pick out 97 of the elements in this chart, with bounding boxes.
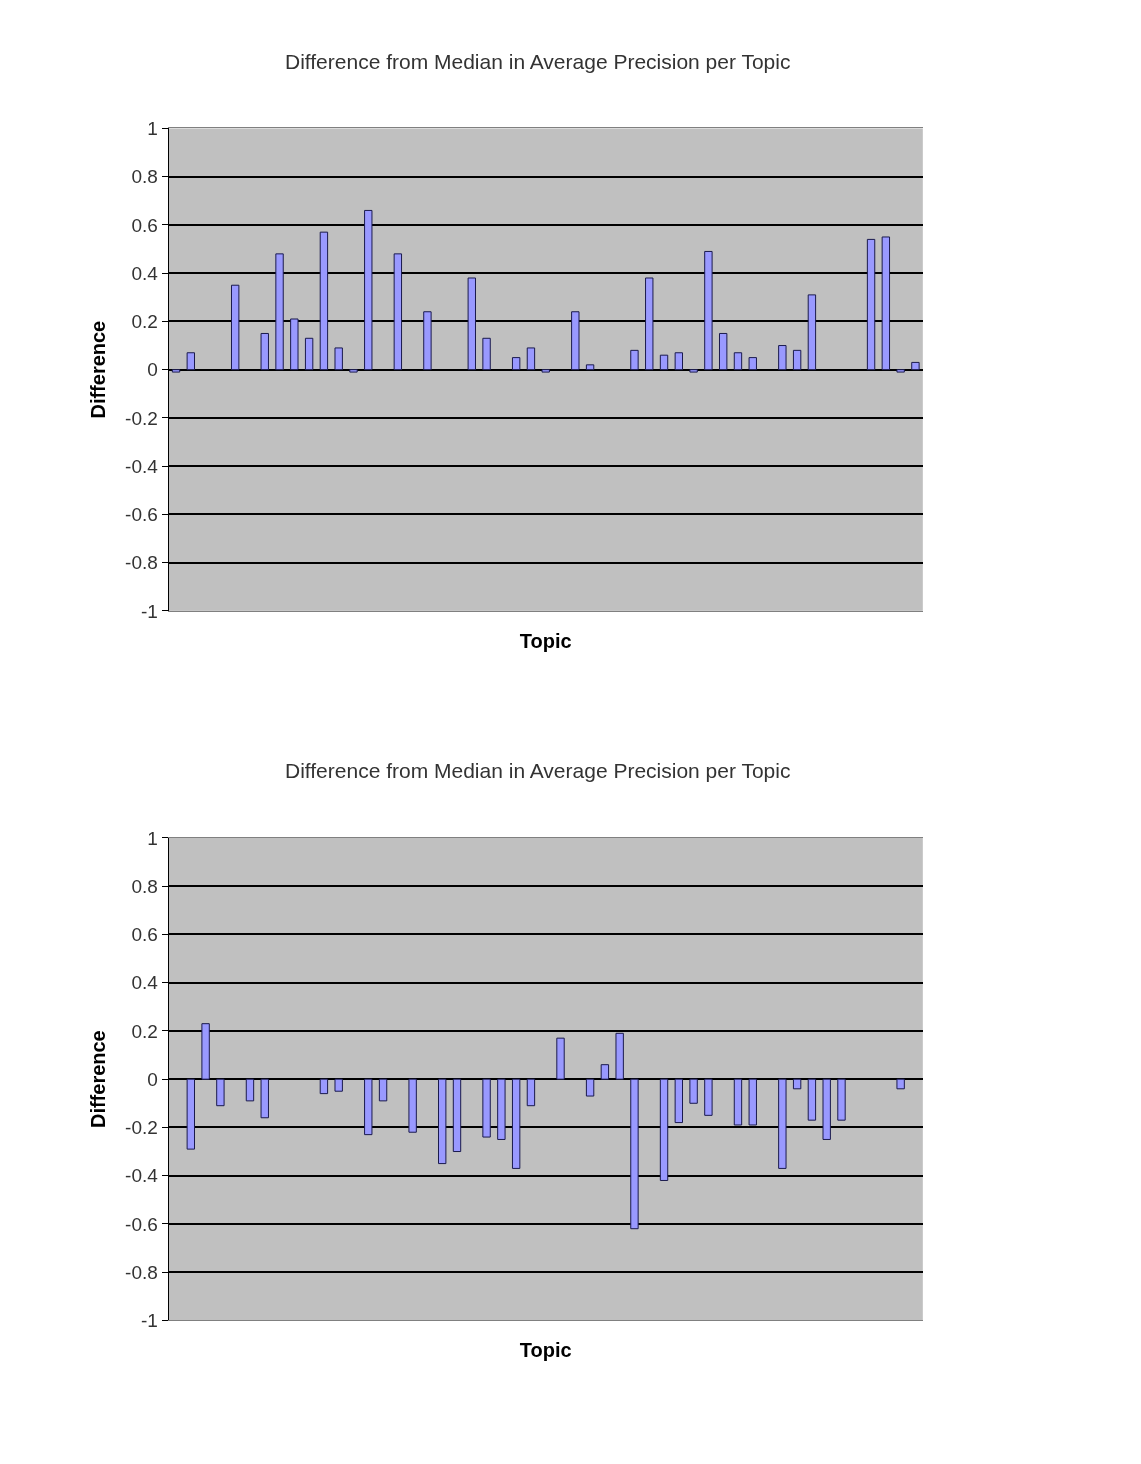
y-tick-label: -0.4 — [125, 1165, 159, 1187]
bar — [423, 311, 432, 371]
bar — [260, 1078, 269, 1119]
bar — [837, 1078, 846, 1121]
bar — [630, 349, 639, 371]
bar — [896, 1078, 905, 1090]
bar — [911, 361, 920, 371]
y-tick-label: 0.2 — [131, 1020, 158, 1042]
bar — [511, 357, 521, 371]
bar — [822, 1078, 831, 1140]
y-tick-label: 0.6 — [131, 214, 158, 236]
y-tick-label: -0.8 — [125, 552, 158, 574]
bar — [334, 1078, 343, 1092]
bar — [349, 369, 358, 373]
y-tick-label: 1 — [147, 118, 158, 140]
bar — [541, 369, 550, 373]
bar — [807, 294, 817, 371]
bar — [526, 1078, 536, 1107]
bar — [319, 231, 329, 371]
bar — [645, 277, 654, 371]
bar — [704, 250, 713, 371]
bar — [186, 352, 196, 371]
y-tick-label: -0.4 — [125, 455, 159, 477]
chart-title: Difference from Median in Average Precision per Topic — [285, 759, 791, 782]
bar — [881, 236, 891, 371]
bar — [304, 337, 314, 371]
bar — [615, 1032, 624, 1080]
bar — [216, 1078, 225, 1107]
bar — [364, 1078, 373, 1136]
chart-title: Difference from Median in Average Precision per Topic — [285, 50, 791, 73]
bar — [704, 1078, 713, 1116]
y-axis-title: Difference — [86, 320, 109, 419]
y-tick-label: 0.2 — [131, 311, 158, 333]
bar — [408, 1078, 417, 1133]
bar — [748, 1078, 757, 1126]
y-tick-label: 0.8 — [131, 875, 158, 897]
y-tick-label: -0.8 — [125, 1261, 158, 1283]
bar — [526, 347, 536, 371]
y-tick-label: -0.6 — [125, 504, 158, 526]
bar — [674, 1078, 684, 1124]
bar — [378, 1078, 388, 1102]
y-tick-label: 0.8 — [131, 166, 158, 188]
y-tick-label: -0.6 — [125, 1213, 158, 1235]
bar — [630, 1078, 639, 1230]
y-tick-label: 0 — [147, 1068, 158, 1090]
y-tick-label: -0.2 — [125, 407, 158, 429]
y-tick-label: -1 — [140, 600, 158, 622]
bar — [364, 209, 373, 371]
bar — [290, 318, 299, 371]
bar — [482, 1078, 491, 1138]
bar — [319, 1078, 329, 1095]
bar — [556, 1037, 565, 1080]
bar — [674, 352, 684, 371]
bar — [659, 354, 669, 371]
y-tick-label: 0.6 — [131, 924, 158, 946]
bar — [497, 1078, 506, 1140]
bar — [438, 1078, 447, 1165]
bar — [733, 1078, 743, 1126]
bar — [245, 1078, 255, 1102]
bar — [571, 311, 580, 371]
bar — [718, 332, 728, 371]
y-tick-label: 0.4 — [131, 262, 159, 284]
y-tick-label: -0.2 — [125, 1117, 158, 1139]
x-axis-title: Topic — [519, 1339, 572, 1362]
x-axis-title: Topic — [519, 629, 572, 652]
bar — [748, 357, 757, 371]
bar — [659, 1078, 669, 1181]
bar — [482, 337, 491, 371]
bar — [778, 1078, 787, 1169]
bar — [334, 347, 343, 371]
bar — [467, 277, 476, 371]
bar — [585, 1078, 595, 1097]
bar — [689, 1078, 698, 1104]
bar — [585, 364, 595, 371]
bar — [230, 284, 240, 371]
bar — [275, 253, 284, 371]
bar — [689, 369, 698, 373]
y-tick-label: -1 — [140, 1310, 158, 1332]
y-tick-label: 0.4 — [131, 972, 159, 994]
bar — [866, 238, 876, 371]
bar — [201, 1023, 210, 1080]
bar — [896, 369, 905, 373]
bar — [792, 1078, 802, 1090]
bar — [260, 332, 269, 371]
bar — [452, 1078, 462, 1153]
bar — [393, 253, 403, 371]
y-tick-label: 1 — [147, 827, 158, 849]
bar — [807, 1078, 817, 1121]
y-tick-label: 0 — [147, 359, 158, 381]
y-axis-title: Difference — [86, 1030, 109, 1129]
bar — [171, 369, 181, 373]
bar — [733, 352, 743, 371]
bar — [186, 1078, 196, 1150]
bar — [792, 349, 802, 371]
bar — [511, 1078, 521, 1169]
bar — [600, 1064, 610, 1080]
bar — [778, 345, 787, 371]
